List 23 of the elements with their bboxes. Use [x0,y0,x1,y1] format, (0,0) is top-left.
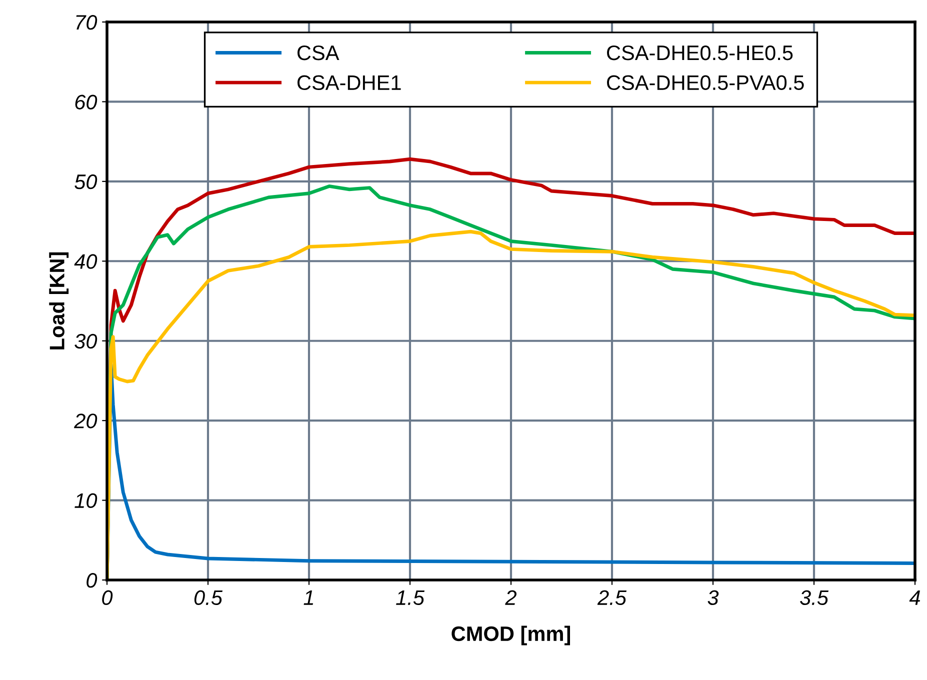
x-tick-label: 0 [102,590,113,606]
y-tick-label: 30 [74,334,98,349]
x-axis-title: CMOD [mm] [452,626,570,646]
y-tick-label: 50 [74,174,98,190]
x-tick-label: 3.5 [800,590,829,606]
x-tick-label: 2 [505,590,516,605]
legend-label: CSA-DHE0.5-PVA0.5 [607,75,804,90]
y-tick-label: 20 [74,414,98,428]
legend-label: CSA-DHE1 [298,75,401,90]
x-tick-label: 3 [708,590,719,606]
x-tick-label: 1.5 [396,590,425,606]
x-tick-label: 1 [304,590,314,605]
x-tick-label: 2.5 [597,590,627,606]
y-tick-label: 40 [74,254,98,269]
y-tick-label: 60 [75,94,98,110]
y-axis-title: Load [KN] [49,252,69,350]
x-tick-label: 4 [909,590,920,605]
x-tick-label: 0.5 [194,590,223,606]
y-tick-label: 0 [86,573,98,588]
y-tick-label: 70 [76,15,98,30]
y-tick-label: 10 [74,493,98,508]
legend-label: CSA [298,45,340,60]
legend-label: CSA-DHE0.5-HE0.5 [607,45,793,60]
